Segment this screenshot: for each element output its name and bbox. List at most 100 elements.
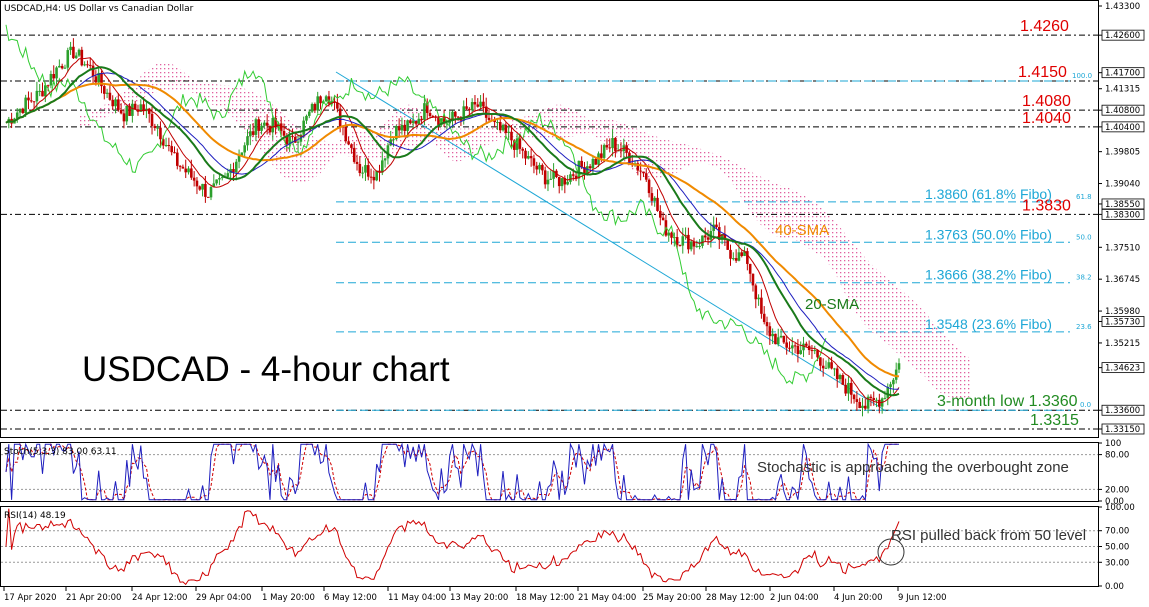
sma40-label: 40-SMA (775, 222, 829, 239)
candle-body (293, 136, 297, 143)
candle-body (375, 170, 378, 181)
candle-body (560, 178, 564, 187)
candle-body (824, 367, 828, 369)
candle-body (468, 108, 471, 111)
candle-body (805, 343, 808, 346)
candle-body (894, 369, 898, 380)
level-label: 1.3315 (1030, 412, 1079, 429)
candle-body (835, 368, 839, 380)
candle-body (883, 397, 887, 399)
candle-body (484, 106, 488, 118)
price-tick-label: 1.40400 (1105, 123, 1140, 133)
candle-body (251, 131, 255, 135)
candle-body (35, 90, 39, 102)
candle-body (150, 113, 154, 126)
rsi-axis: 100.00 70.00 50.00 30.00 0.00 (1098, 503, 1135, 592)
candle-body (386, 145, 390, 159)
price-tag-box (1101, 316, 1145, 327)
candle-body (538, 164, 541, 170)
candle-body (462, 106, 466, 121)
price-tick-label: 1.36745 (1105, 275, 1140, 285)
candle-body (476, 104, 480, 107)
rsi-tick-label: 100.00 (1105, 503, 1135, 513)
level-label: 3-month low 1.3360 (937, 393, 1078, 410)
candle-body (142, 104, 145, 112)
candle-body (279, 123, 283, 131)
candle-body (703, 235, 707, 238)
candle-body (32, 101, 36, 103)
time-tick-label: 11 May 04:00 (388, 593, 446, 603)
candle-body (605, 145, 609, 148)
candle-body (512, 140, 516, 150)
candle-body (566, 181, 569, 185)
candle-body (636, 163, 640, 171)
candle-body (689, 241, 693, 250)
candle-body (743, 251, 746, 256)
candle-body (383, 158, 387, 161)
candle-body (105, 92, 109, 94)
candle-body (776, 337, 780, 345)
time-tick-label: 6 May 12:00 (324, 593, 377, 603)
candle-body (52, 73, 56, 79)
ichimoku-cloud (79, 61, 972, 401)
candle-body (771, 333, 774, 337)
price-tick-label: 1.35730 (1105, 317, 1140, 327)
candle-body (521, 148, 525, 151)
time-tick-label: 24 Apr 12:00 (132, 593, 187, 603)
candle-body (159, 127, 162, 140)
candle-body (46, 85, 50, 87)
rsi-tick-label: 70.00 (1105, 527, 1129, 537)
candle-body (569, 174, 572, 182)
candle-body (740, 252, 744, 256)
price-tick-label: 1.33150 (1105, 425, 1140, 435)
candle-body (712, 224, 715, 231)
candle-body (687, 234, 690, 250)
candle-body (706, 237, 710, 240)
candle-body (574, 175, 578, 179)
price-tick-label: 1.33600 (1105, 406, 1140, 416)
candle-body (215, 179, 218, 184)
candle-body (181, 166, 185, 169)
candle-body (434, 116, 437, 118)
candle-body (288, 135, 291, 145)
candle-body (187, 168, 190, 173)
candle-body (793, 345, 797, 347)
candle-body (355, 161, 359, 164)
candle-body (644, 173, 648, 180)
candle-body (790, 345, 794, 349)
level-label: 1.4260 (1020, 18, 1069, 35)
price-tick-label: 1.39805 (1105, 148, 1140, 158)
candle-body (717, 227, 721, 240)
stoch-tick-label: 80.00 (1105, 451, 1129, 461)
candle-body (88, 64, 92, 66)
candle-body (431, 115, 435, 117)
candle-body (358, 163, 362, 174)
candle-body (44, 85, 47, 97)
candle-body (833, 368, 836, 370)
candle-body (41, 90, 44, 97)
candle-body (296, 141, 300, 143)
candle-body (701, 235, 704, 246)
stoch-panel-frame (0, 442, 1099, 502)
candle-body (504, 124, 508, 133)
candle-body (131, 103, 134, 116)
oscillators (1, 442, 1098, 586)
time-tick-label: 25 May 20:00 (643, 593, 701, 603)
candle-body (515, 138, 519, 150)
candle-body (352, 147, 356, 162)
candle-body (313, 104, 317, 111)
candle-body (395, 126, 398, 140)
candle-body (409, 120, 412, 124)
fib-label: 1.3548 (23.6% Fibo) (925, 316, 1052, 332)
time-tick-label: 17 Apr 2020 (4, 593, 57, 603)
candle-body (350, 144, 353, 148)
candle-body (66, 50, 70, 68)
candle-body (498, 122, 502, 131)
level-label: 1.4040 (1022, 110, 1071, 127)
candle-body (86, 64, 89, 66)
candle-body (732, 258, 735, 260)
candle-body (653, 197, 656, 201)
candle-body (324, 96, 328, 102)
price-tick-label: 1.37510 (1105, 243, 1140, 253)
candle-body (243, 145, 246, 153)
